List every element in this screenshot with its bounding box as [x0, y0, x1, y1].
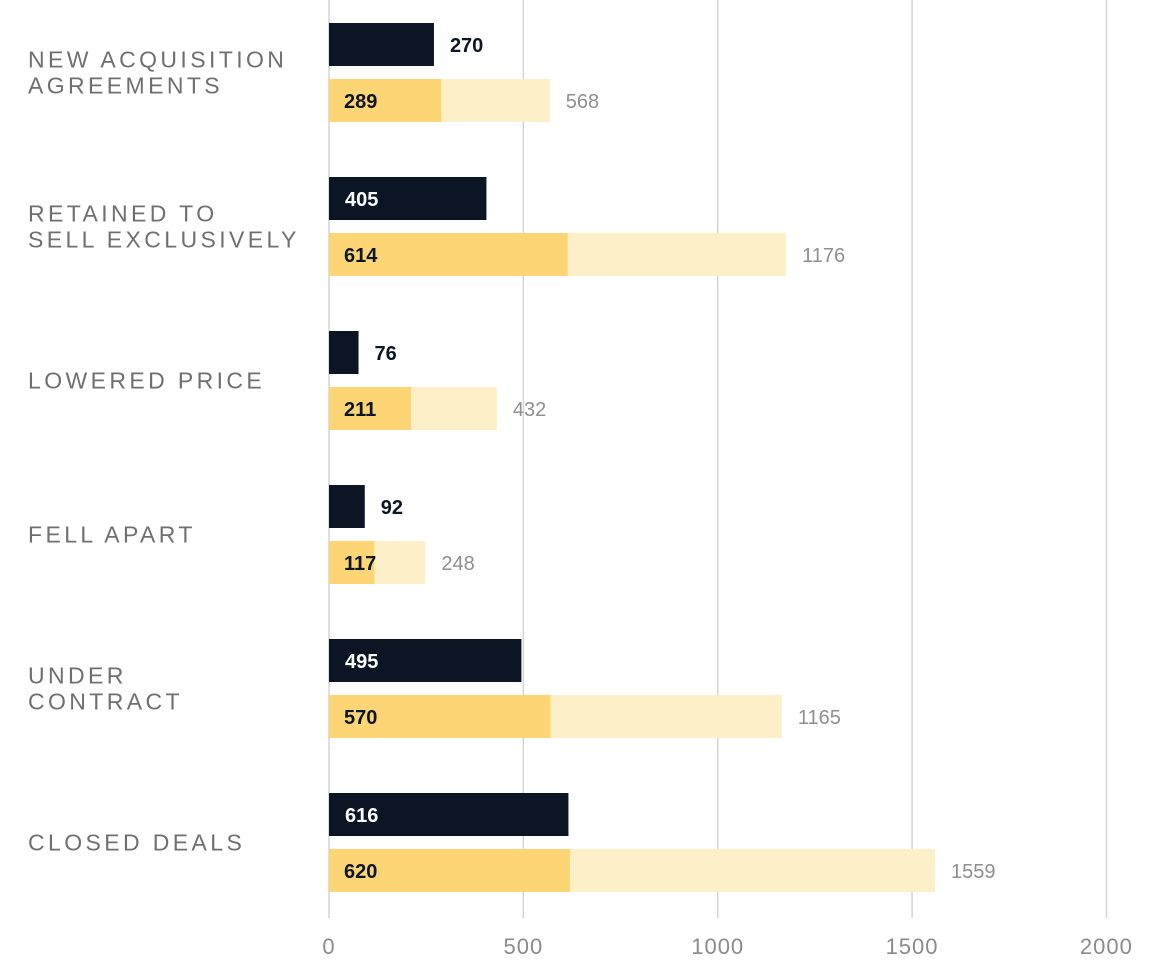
x-axis-ticks: 0 500 1000 1500 2000 — [322, 934, 1133, 959]
data-label-total: 1559 — [951, 861, 996, 883]
category-label: FELL APART — [28, 522, 196, 548]
data-label-primary: 270 — [450, 35, 483, 57]
data-label-secondary: 620 — [344, 861, 377, 883]
x-tick-label: 500 — [503, 934, 543, 959]
data-label-total: 248 — [441, 553, 474, 575]
data-label-total: 568 — [566, 91, 599, 113]
category-label: RETAINED TO SELL EXCLUSIVELY — [28, 201, 300, 253]
bar-primary — [329, 23, 434, 66]
bar-secondary — [329, 695, 551, 738]
data-label-secondary: 289 — [344, 91, 377, 113]
bars: 270 289 568 405 614 1176 76 211 432 92 117 248 495 57… — [329, 23, 995, 892]
bar-primary — [329, 177, 487, 220]
bar-secondary — [329, 387, 412, 430]
category-label: LOWERED PRICE — [28, 368, 265, 394]
data-label-secondary: 614 — [344, 245, 378, 267]
bar-primary — [329, 793, 569, 836]
bar-secondary — [329, 541, 375, 584]
data-label-total: 1165 — [798, 707, 841, 729]
bar-secondary — [329, 849, 570, 892]
bar-primary — [329, 485, 365, 528]
category-label: UNDER CONTRACT — [28, 663, 183, 715]
x-tick-label: 1000 — [691, 934, 744, 959]
category-label: NEW ACQUISITION AGREEMENTS — [28, 47, 287, 99]
grid-lines — [328, 0, 1108, 918]
x-tick-label: 2000 — [1080, 934, 1133, 959]
bar-primary — [329, 639, 522, 682]
data-label-total: 432 — [513, 399, 546, 421]
bar-secondary — [329, 233, 568, 276]
x-tick-label: 1500 — [886, 934, 939, 959]
x-tick-label: 0 — [322, 934, 335, 959]
category-labels: NEW ACQUISITION AGREEMENTS RETAINED TO SELL… — [28, 47, 300, 856]
data-label-primary: 92 — [381, 497, 403, 519]
data-label-primary: 495 — [345, 651, 378, 673]
data-label-primary: 405 — [345, 189, 378, 211]
data-label-secondary: 570 — [344, 707, 377, 729]
bar-secondary — [329, 79, 442, 122]
data-label-primary: 76 — [375, 343, 397, 365]
category-label: CLOSED DEALS — [28, 830, 245, 856]
data-label-primary: 616 — [345, 805, 378, 827]
bar-primary — [329, 331, 359, 374]
data-label-secondary: 211 — [344, 399, 376, 421]
data-label-secondary: 117 — [344, 553, 376, 575]
data-label-total: 1176 — [802, 245, 845, 267]
